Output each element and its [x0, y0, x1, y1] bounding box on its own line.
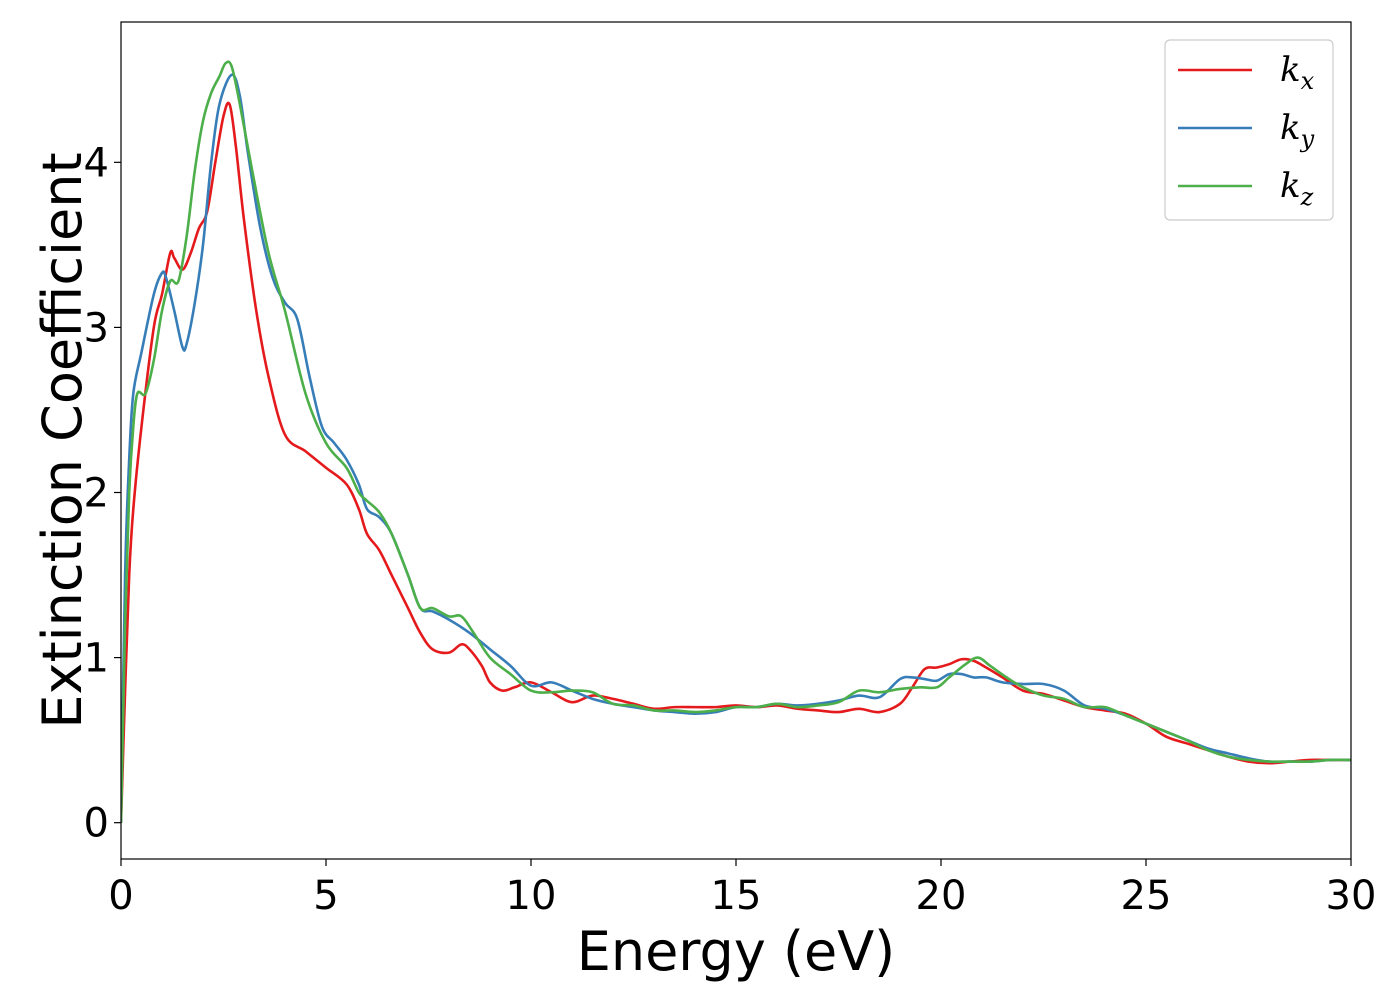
x-axis-title: Energy (eV) — [577, 920, 896, 983]
x-tick-label: 30 — [1326, 873, 1377, 919]
legend-subscript: z — [1300, 183, 1314, 211]
y-tick-label: 2 — [84, 471, 109, 517]
series-line-kx — [121, 101, 1351, 823]
series-line-ky — [121, 73, 1351, 823]
x-tick-label: 15 — [711, 873, 762, 919]
x-tick-label: 25 — [1121, 873, 1172, 919]
y-tick-label: 0 — [84, 801, 109, 847]
x-tick-label: 5 — [313, 873, 338, 919]
legend-subscript: x — [1301, 67, 1315, 95]
y-tick-label: 3 — [84, 305, 109, 351]
y-axis-title: Extinction Coefficient — [31, 152, 94, 728]
legend-frame — [1164, 39, 1334, 221]
y-tick-label: 4 — [84, 140, 109, 186]
series-lines — [121, 60, 1351, 823]
x-tick-label: 0 — [108, 873, 133, 919]
series-line-kz — [121, 60, 1351, 823]
y-tick-label: 1 — [84, 636, 109, 682]
x-tick-label: 10 — [506, 873, 557, 919]
axis-ticks: 0 5 10 15 20 25 30 0 1 2 3 4 — [84, 140, 1377, 919]
x-tick-label: 20 — [916, 873, 967, 919]
legend-subscript: y — [1300, 125, 1315, 153]
